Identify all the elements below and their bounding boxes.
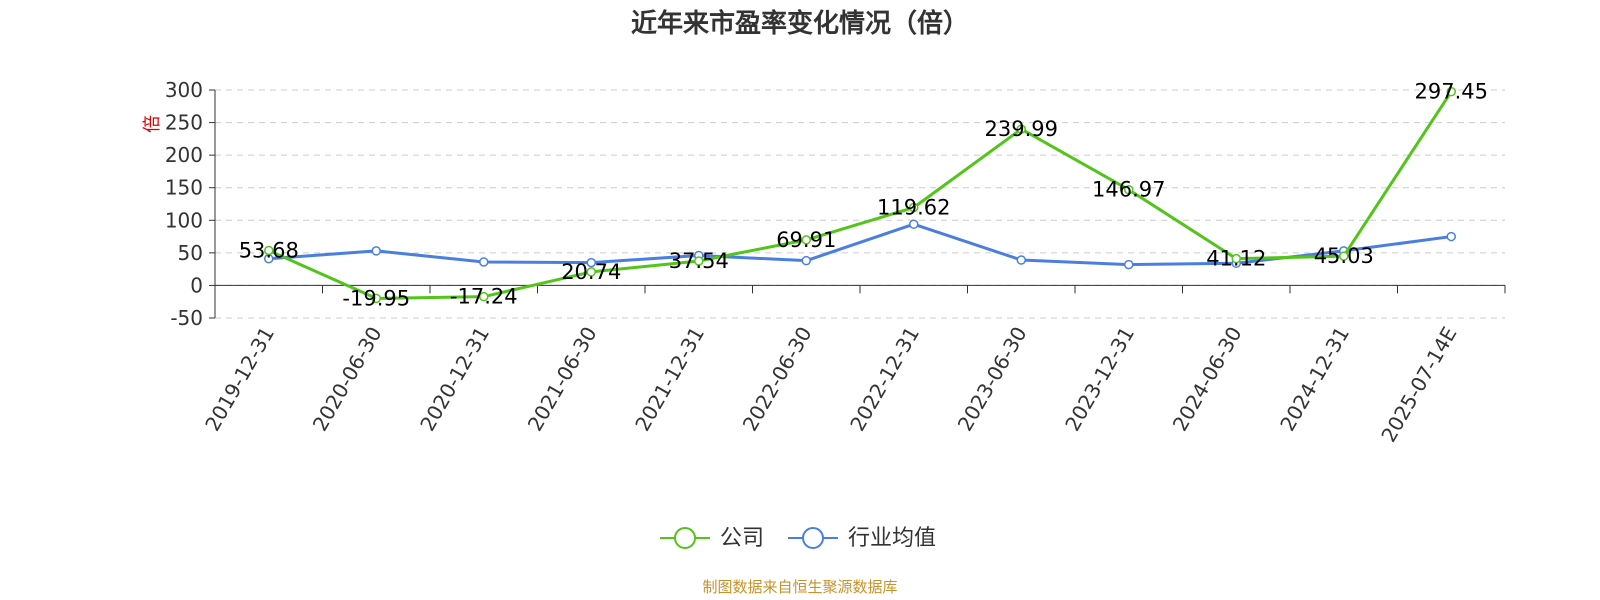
series-group: 53.68 -19.95 -17.24 20.74 37.54 69.91 119.62 23… <box>239 80 1488 311</box>
company-data-label: 41.12 <box>1206 247 1266 271</box>
company-data-label: 20.74 <box>561 260 621 284</box>
x-tick-label: 2024-12-31 <box>1275 323 1354 436</box>
legend: 公司 行业均值 <box>660 526 936 551</box>
company-data-point[interactable] <box>264 245 274 256</box>
industry-data-point[interactable] <box>371 246 381 256</box>
company-data-label: 69.91 <box>776 228 836 252</box>
x-tick-label: 2024-06-30 <box>1168 323 1247 436</box>
x-tick-label: 2022-12-31 <box>845 323 924 436</box>
chart-title: 近年来市盈率变化情况（倍） <box>631 8 969 39</box>
legend-company-label: 公司 <box>720 526 764 551</box>
x-tick-label: 2020-12-31 <box>415 323 494 436</box>
x-tick-label: 2023-06-30 <box>953 323 1032 436</box>
company-data-label: -17.24 <box>450 285 518 309</box>
legend-industry-marker <box>802 527 824 549</box>
industry-data-point[interactable] <box>1446 231 1456 242</box>
company-data-label: 297.45 <box>1415 80 1488 104</box>
x-tick-label: 2021-06-30 <box>523 323 602 436</box>
industry-data-point[interactable] <box>909 219 919 229</box>
legend-company-marker <box>674 527 696 549</box>
x-tick-label: 2025-07-14E <box>1376 323 1461 447</box>
company-data-point[interactable] <box>1446 86 1456 97</box>
industry-data-point[interactable] <box>801 255 811 266</box>
x-tick-label: 2019-12-31 <box>200 323 279 436</box>
industry-data-point[interactable] <box>1124 259 1134 270</box>
company-series-line <box>268 90 1453 300</box>
company-data-point[interactable] <box>1231 253 1241 264</box>
y-axis: -50 0 50 100 150 200 250 300 <box>165 78 216 330</box>
y-tick-label: 150 <box>165 176 203 200</box>
company-data-label: -19.95 <box>342 286 410 310</box>
industry-series-line <box>268 222 1452 267</box>
company-data-point[interactable] <box>694 256 704 266</box>
x-tick-label: 2020-06-30 <box>308 323 387 436</box>
company-data-point[interactable] <box>1016 124 1026 134</box>
legend-industry-label: 行业均值 <box>848 526 936 551</box>
company-data-label: 119.62 <box>877 196 950 220</box>
x-tick-label: 2022-06-30 <box>738 323 817 436</box>
x-tick-label: 2021-12-31 <box>630 323 709 436</box>
company-data-label: 37.54 <box>669 249 729 273</box>
company-data-point[interactable] <box>1124 184 1134 195</box>
y-tick-label: -50 <box>170 306 203 330</box>
industry-data-point[interactable] <box>1016 255 1026 265</box>
x-tick-label: 2023-12-31 <box>1060 323 1139 436</box>
y-tick-label: 50 <box>178 241 203 265</box>
grid-lines <box>215 89 1505 319</box>
company-data-label: 239.99 <box>985 117 1058 141</box>
y-tick-label: 0 <box>190 273 203 297</box>
company-data-label: 146.97 <box>1092 178 1165 202</box>
company-data-label: 45.03 <box>1314 244 1374 268</box>
industry-data-point[interactable] <box>586 257 596 268</box>
industry-data-point[interactable] <box>479 257 489 267</box>
y-tick-label: 100 <box>165 208 203 232</box>
company-data-label: 53.68 <box>239 238 299 262</box>
y-tick-label: 250 <box>165 111 203 135</box>
y-tick-label: 200 <box>165 143 203 167</box>
y-tick-label: 300 <box>165 78 203 102</box>
company-data-point[interactable] <box>909 202 919 213</box>
data-source-note: 制图数据来自恒生聚源数据库 <box>702 578 897 596</box>
company-data-point[interactable] <box>586 267 596 277</box>
company-data-point[interactable] <box>479 291 489 302</box>
company-data-point[interactable] <box>371 293 381 304</box>
company-data-point[interactable] <box>1339 251 1349 261</box>
y-axis-label: 倍 <box>142 115 163 133</box>
company-data-point[interactable] <box>801 235 811 245</box>
